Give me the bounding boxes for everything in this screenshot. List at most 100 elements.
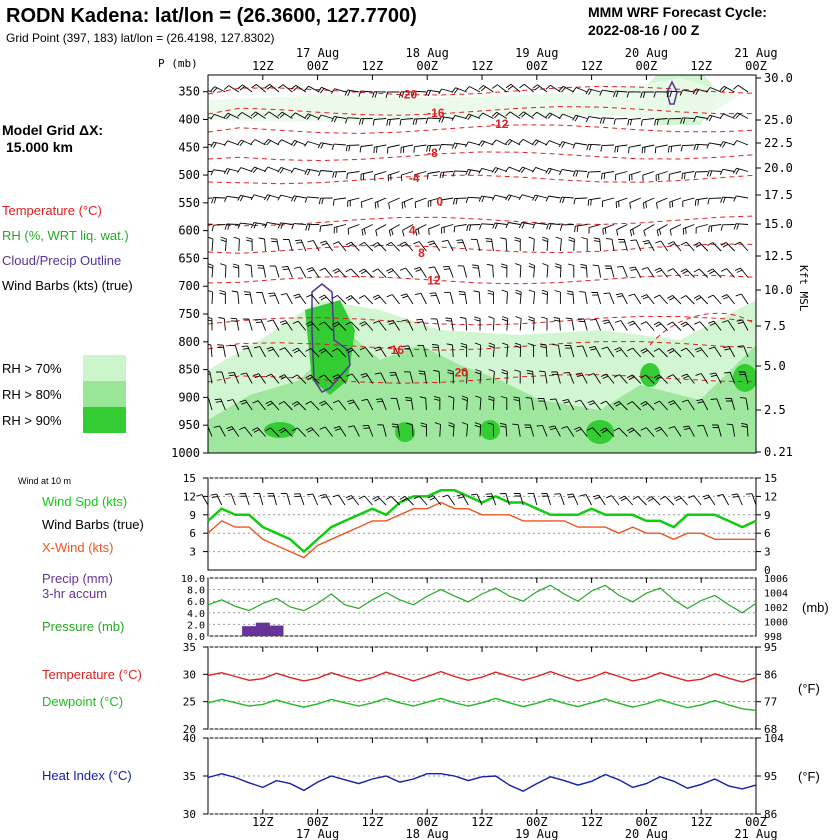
wind-barb: [512, 423, 521, 437]
wind-barb: [250, 222, 266, 229]
top-hour-label: 00Z: [307, 59, 329, 73]
wind-barb: [224, 195, 239, 202]
wind-barb: [706, 170, 722, 177]
pressure-tick-label: 700: [178, 279, 200, 293]
wind-barb: [538, 370, 548, 384]
precip-tick-label: 10.0: [181, 574, 205, 585]
wind-barb: [208, 117, 213, 119]
wind-barb: [414, 197, 427, 209]
wind-barb: [237, 84, 253, 93]
wind-barb: [438, 144, 454, 151]
wind-barb: [600, 144, 615, 152]
wind-barb: [277, 111, 293, 119]
wind-barb: [293, 493, 305, 506]
y-tick-label-right: 12: [764, 490, 777, 503]
wind-barb: [707, 197, 722, 205]
wind-barb: [279, 320, 293, 331]
pressure-tick-label: 650: [178, 251, 200, 265]
wind-barb: [385, 496, 401, 506]
series-line: [207, 697, 757, 712]
wind-barb: [461, 395, 469, 411]
wind-barb: [518, 166, 534, 174]
wind-barb: [719, 85, 735, 93]
wind-barb: [438, 88, 454, 95]
wind-barb: [427, 197, 440, 208]
wind-barb: [333, 224, 347, 234]
wind-barb: [433, 395, 441, 411]
wind-barb: [708, 320, 722, 331]
wind-barb: [208, 317, 213, 331]
wind-barb: [720, 268, 735, 278]
wind-barb: [572, 170, 588, 177]
wind-barb: [549, 398, 561, 411]
wind-barb: [399, 496, 414, 506]
kft-tick-label: 0.21: [764, 445, 793, 459]
wind-barb: [319, 426, 333, 437]
temperature-contour-label: -12: [491, 117, 509, 131]
wind-barb: [218, 317, 226, 331]
wind-barb: [318, 321, 333, 331]
wind-barb: [331, 143, 347, 150]
wind-barb: [251, 84, 266, 93]
wind-barb: [253, 492, 264, 506]
wind-barb: [385, 91, 400, 98]
wind-barb: [615, 197, 628, 209]
wind-barb: [445, 317, 454, 331]
legend-rh80: RH > 80%: [2, 387, 62, 402]
pressure-tick-label: 850: [178, 363, 200, 377]
wind-barb: [451, 114, 467, 121]
wind-barb: [305, 224, 320, 231]
wind-10m-label: Wind at 10 m: [18, 476, 71, 486]
wind-barb: [391, 423, 401, 437]
wind-barb: [388, 345, 401, 358]
legend-cloud: Cloud/Precip Outline: [2, 253, 121, 268]
wind-barb: [457, 265, 468, 278]
wind-barb: [601, 346, 615, 358]
wind-barb: [628, 293, 642, 305]
wind-barb: [528, 316, 535, 331]
wind-barb: [734, 267, 749, 278]
wind-barb: [616, 265, 628, 278]
wind-barb: [475, 395, 482, 411]
wind-barb: [513, 396, 521, 411]
wind-barb: [719, 168, 735, 175]
bottom-day-label: 17 Aug: [296, 827, 339, 840]
precip-tick-label: 6.0: [187, 597, 205, 608]
kft-tick-label: 5.0: [764, 359, 786, 373]
wind-barb: [405, 397, 414, 411]
wind-barb: [653, 321, 668, 331]
wind-barb: [345, 241, 360, 252]
wind-barb: [733, 84, 749, 93]
y-tick-label-right: 86: [764, 808, 777, 821]
wind-barb: [282, 239, 293, 252]
wind-barb: [692, 88, 708, 95]
wind-barb: [345, 495, 360, 506]
wind-barb: [446, 343, 454, 358]
wind-barb: [470, 238, 481, 252]
y-tick-label-right: 77: [764, 696, 777, 709]
wind-barb: [505, 83, 521, 93]
wind-barb: [500, 237, 508, 252]
wind-barb: [528, 263, 536, 278]
wind-barb: [491, 111, 508, 119]
wind-barb: [545, 167, 561, 175]
wind-barb: [250, 111, 266, 119]
model-grid-label: Model Grid ΔX:: [2, 122, 103, 138]
top-day-label: 21 Aug: [734, 46, 777, 60]
kft-tick-label: 25.0: [764, 113, 793, 127]
wind-barb: [682, 224, 695, 235]
wind-barb: [619, 495, 634, 506]
wind-barb: [605, 495, 620, 506]
wind-barb: [642, 197, 655, 209]
precip-tick-label: 4.0: [187, 609, 205, 620]
precip-bar: [269, 625, 284, 636]
wind-barb: [220, 263, 227, 278]
rh-shading: [208, 75, 756, 453]
legend-rh70: RH > 70%: [2, 361, 62, 376]
series-line: [207, 489, 757, 554]
bottom-hour-label: 00Z: [526, 815, 548, 829]
wind-barb: [720, 224, 735, 231]
bottom-hour-label: 00Z: [416, 815, 438, 829]
temperature-contour-label: -20: [400, 87, 418, 101]
wind-barb: [532, 111, 548, 119]
